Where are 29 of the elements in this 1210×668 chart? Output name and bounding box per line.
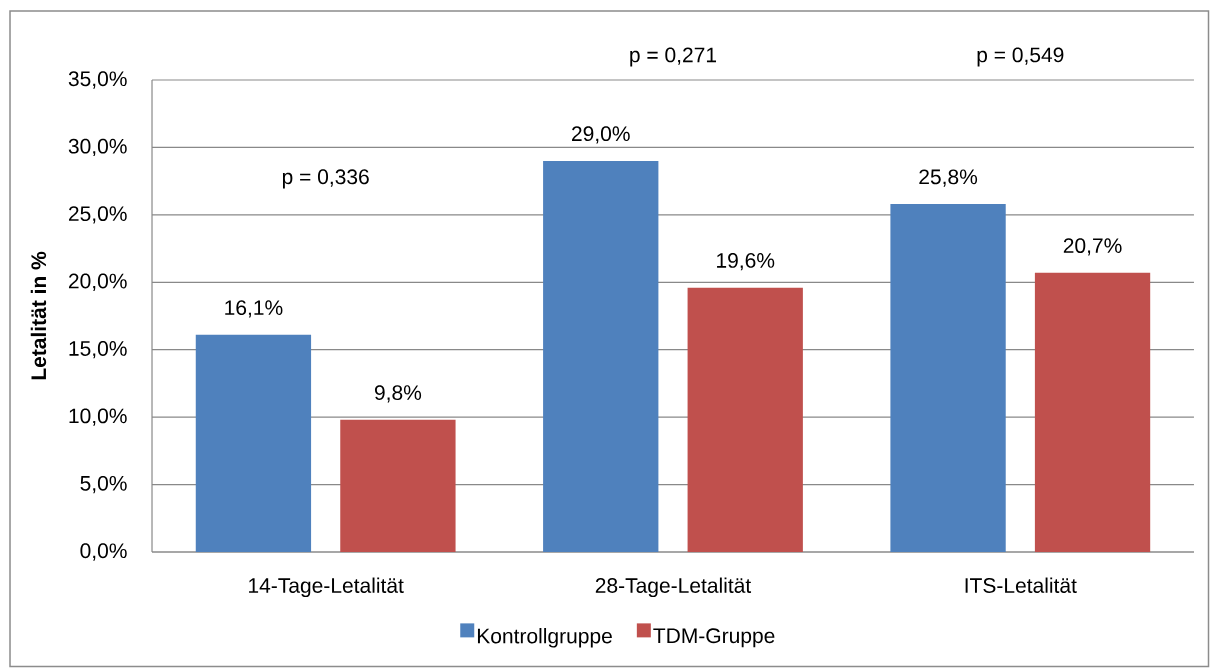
- x-tick-label: 28-Tage-Letalität: [595, 577, 752, 598]
- legend-label: Kontrollgruppe: [477, 628, 612, 648]
- data-label: 20,7%: [1063, 238, 1122, 256]
- legend-label: TDM-Gruppe: [653, 628, 775, 648]
- bar: [195, 334, 312, 552]
- data-label: 19,6%: [717, 253, 775, 271]
- y-tick-label: 0,0%: [80, 543, 127, 561]
- bar: [687, 287, 803, 552]
- y-tick-label: 5,0%: [80, 475, 127, 494]
- data-label: 9,8%: [374, 385, 422, 403]
- data-label: 29,0%: [572, 126, 630, 144]
- y-axis-title: Letalität in %: [30, 251, 47, 380]
- bar: [340, 419, 456, 552]
- bar: [890, 204, 1006, 552]
- y-tick-label: 20,0%: [68, 273, 127, 291]
- annotation: p = 0,336: [282, 169, 369, 189]
- x-tick-label: 14-Tage-Letalität: [249, 577, 404, 598]
- bar: [1034, 272, 1151, 552]
- bar: [543, 160, 659, 552]
- data-label: 25,8%: [919, 169, 978, 187]
- text: p = 0,271: [630, 47, 717, 67]
- y-tick-label: 35,0%: [68, 71, 127, 89]
- y-tick-label: 30,0%: [68, 138, 127, 157]
- y-tick-label: 25,0%: [68, 206, 127, 224]
- y-tick-label: 15,0%: [69, 341, 127, 359]
- y-tick-label: 10,0%: [69, 408, 127, 426]
- text: p = 0,549: [977, 47, 1064, 67]
- data-label: 16,1%: [225, 300, 283, 318]
- x-tick-label: ITS-Letalität: [965, 577, 1077, 593]
